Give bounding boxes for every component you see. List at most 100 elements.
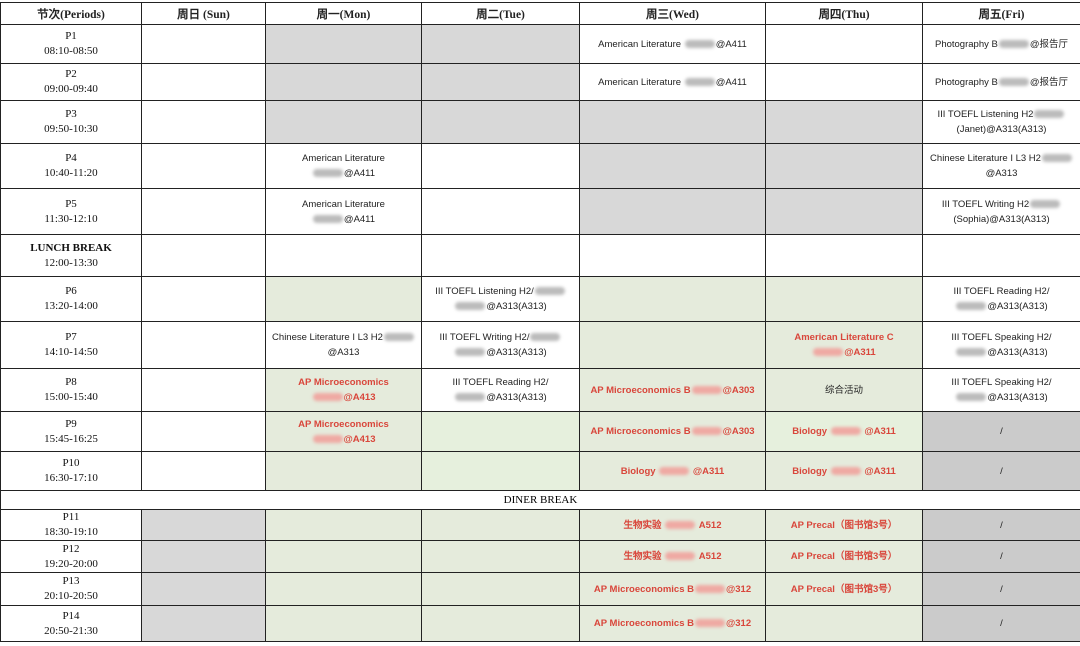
class-text-line: @A313(A313) bbox=[925, 299, 1078, 314]
period-name: P12 bbox=[3, 542, 139, 557]
class-text-line: (Sophia)@A313(A313) bbox=[925, 212, 1078, 227]
class-cell-fri: III TOEFL Listening H2(Janet)@A313(A313) bbox=[923, 101, 1080, 144]
class-cell-tue bbox=[422, 144, 580, 189]
class-text-line: Photography B@报告厅 bbox=[925, 37, 1078, 52]
class-cell-mon bbox=[266, 573, 422, 606]
class-cell-tue bbox=[422, 541, 580, 573]
period-time: 18:30-19:10 bbox=[3, 525, 139, 540]
break-row: DINER BREAK bbox=[1, 491, 1080, 510]
redacted-name bbox=[665, 521, 695, 529]
header-periods: 节次(Periods) bbox=[1, 3, 142, 25]
class-text-line: @A311 bbox=[768, 345, 920, 360]
class-text: (Sophia)@A313(A313) bbox=[953, 214, 1049, 225]
redacted-name bbox=[665, 552, 695, 560]
redacted-name bbox=[384, 333, 414, 341]
period-time: 15:45-16:25 bbox=[3, 432, 139, 447]
class-text-line: (Janet)@A313(A313) bbox=[925, 122, 1078, 137]
class-text: American Literature bbox=[598, 39, 684, 50]
class-cell-tue bbox=[422, 510, 580, 541]
class-cell-mon: American Literature@A411 bbox=[266, 189, 422, 235]
class-text: American Literature bbox=[598, 77, 684, 88]
class-text: @A311 bbox=[844, 347, 875, 358]
class-text-line: AP Microeconomics B@A303 bbox=[582, 383, 763, 398]
class-cell-fri: / bbox=[923, 452, 1080, 491]
class-cell-wed bbox=[580, 322, 766, 369]
class-text: @A313(A313) bbox=[486, 301, 546, 312]
class-text: @A311 bbox=[862, 466, 896, 477]
class-text-line: III TOEFL Speaking H2/ bbox=[925, 330, 1078, 345]
class-cell-thu: American Literature C@A311 bbox=[766, 322, 923, 369]
class-text: @A313(A313) bbox=[987, 347, 1047, 358]
class-text-line: @A313(A313) bbox=[925, 345, 1078, 360]
class-cell-tue bbox=[422, 573, 580, 606]
period-time: 14:10-14:50 bbox=[3, 345, 139, 360]
class-cell-mon bbox=[266, 101, 422, 144]
class-cell-tue bbox=[422, 412, 580, 452]
class-text: Photography B bbox=[935, 77, 998, 88]
redacted-name bbox=[313, 215, 343, 223]
class-text-line: Biology @A311 bbox=[768, 424, 920, 439]
class-text-line: 生物实验 A512 bbox=[582, 549, 763, 564]
header-wed: 周三(Wed) bbox=[580, 3, 766, 25]
class-text-line: III TOEFL Writing H2/ bbox=[424, 330, 577, 345]
class-cell-tue: III TOEFL Reading H2/@A313(A313) bbox=[422, 369, 580, 412]
redacted-name bbox=[313, 435, 343, 443]
class-text: AP Microeconomics B bbox=[590, 385, 690, 396]
class-cell-thu bbox=[766, 189, 923, 235]
redacted-name bbox=[685, 78, 715, 86]
class-text: / bbox=[1000, 426, 1003, 437]
class-cell-mon bbox=[266, 64, 422, 101]
class-cell-fri bbox=[923, 235, 1080, 277]
class-cell-thu bbox=[766, 101, 923, 144]
class-cell-wed: AP Microeconomics B@A303 bbox=[580, 412, 766, 452]
class-cell-wed: American Literature @A411 bbox=[580, 25, 766, 64]
class-text-line: Biology @A311 bbox=[582, 464, 763, 479]
class-cell-sun bbox=[142, 189, 266, 235]
class-text-line: @A313(A313) bbox=[424, 390, 577, 405]
period-name: LUNCH BREAK bbox=[3, 241, 139, 256]
class-text-line: Biology @A311 bbox=[768, 464, 920, 479]
period-name: P6 bbox=[3, 284, 139, 299]
class-text-line: / bbox=[925, 518, 1078, 533]
class-text: Biology bbox=[792, 466, 829, 477]
period-name: P3 bbox=[3, 107, 139, 122]
class-text: @A313 bbox=[328, 347, 360, 358]
class-text: Chinese Literature I L3 H2 bbox=[930, 153, 1041, 164]
class-cell-thu bbox=[766, 606, 923, 642]
class-text-line: AP Microeconomics B@A303 bbox=[582, 424, 763, 439]
class-text: 生物实验 bbox=[624, 520, 665, 531]
period-name: P1 bbox=[3, 29, 139, 44]
class-cell-wed: American Literature @A411 bbox=[580, 64, 766, 101]
redacted-name bbox=[956, 302, 986, 310]
redacted-name bbox=[831, 427, 861, 435]
header-row: 节次(Periods) 周日 (Sun) 周一(Mon) 周二(Tue) 周三(… bbox=[1, 3, 1080, 25]
class-cell-thu bbox=[766, 64, 923, 101]
class-text: American Literature bbox=[302, 153, 385, 164]
class-text: III TOEFL Speaking H2/ bbox=[951, 377, 1051, 388]
header-sun: 周日 (Sun) bbox=[142, 3, 266, 25]
class-text: @A411 bbox=[716, 39, 747, 50]
class-cell-wed bbox=[580, 277, 766, 322]
class-cell-mon: AP Microeconomics@A413 bbox=[266, 369, 422, 412]
class-text: / bbox=[1000, 551, 1003, 562]
period-name: P5 bbox=[3, 197, 139, 212]
class-text: @A311 bbox=[690, 466, 724, 477]
class-text: 综合活动 bbox=[825, 385, 863, 396]
period-time: 10:40-11:20 bbox=[3, 166, 139, 181]
class-text: @A411 bbox=[716, 77, 747, 88]
class-cell-wed bbox=[580, 235, 766, 277]
period-name: P10 bbox=[3, 456, 139, 471]
class-text-line: @A313 bbox=[925, 166, 1078, 181]
class-cell-fri: / bbox=[923, 412, 1080, 452]
class-cell-tue bbox=[422, 606, 580, 642]
